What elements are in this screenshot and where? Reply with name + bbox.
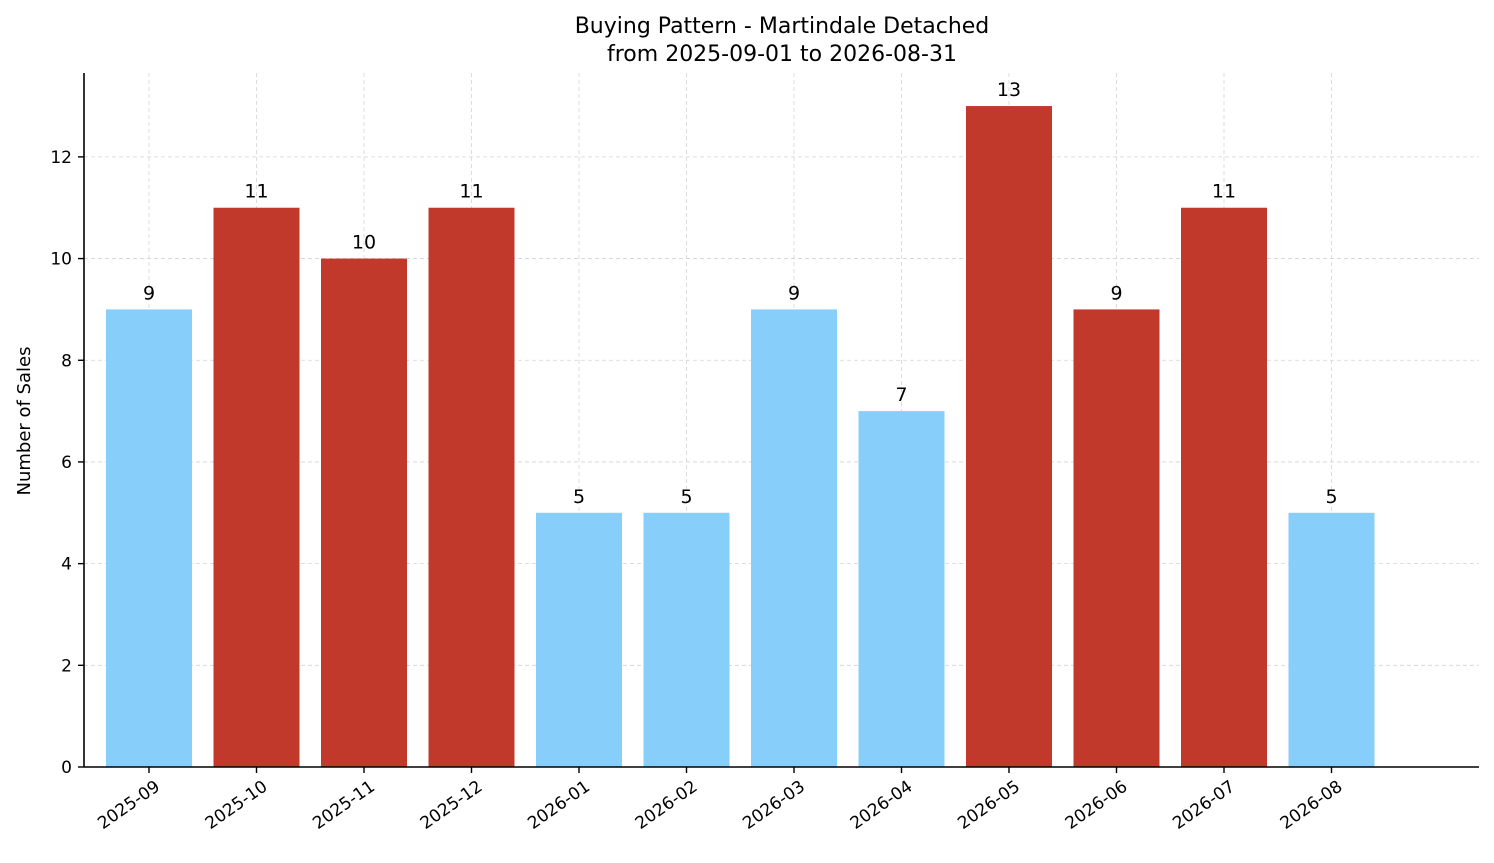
chart-title: Buying Pattern - Martindale Detached (575, 14, 990, 39)
x-ticks: 2025-09 2025-10 2025-11 2025-12 2026-01 2026-… (94, 767, 1346, 834)
bar-2026-07 (1181, 207, 1267, 767)
bar-2026-05 (966, 106, 1052, 768)
y-tick-label-2: 2 (61, 656, 72, 676)
bar-2026-03 (751, 309, 837, 767)
x-tick-label-2026-06: 2026-06 (1062, 777, 1132, 834)
bar-value-label-2025-10: 11 (244, 181, 268, 203)
y-tick-label-12: 12 (50, 148, 72, 168)
x-tick-label-2026-07: 2026-07 (1169, 777, 1239, 834)
bars (106, 106, 1375, 768)
x-tick-label-2026-04: 2026-04 (847, 777, 917, 834)
bar-value-label-2026-04: 7 (895, 384, 907, 406)
bar-value-label-2025-12: 11 (459, 181, 483, 203)
bar-value-label-2025-09: 9 (143, 282, 155, 304)
x-tick-label-2025-10: 2025-10 (202, 777, 272, 834)
x-tick-label-2026-08: 2026-08 (1277, 777, 1347, 834)
bar-value-label-2026-08: 5 (1325, 486, 1337, 508)
y-tick-label-8: 8 (61, 351, 72, 371)
x-tick-label-2026-01: 2026-01 (524, 777, 594, 834)
bar-value-label-2026-03: 9 (788, 282, 800, 304)
bar-2025-12 (428, 207, 515, 767)
axes (83, 73, 1479, 768)
x-tick-label-2025-12: 2025-12 (417, 777, 487, 834)
bar-2026-06 (1073, 309, 1160, 767)
bar-2026-04 (858, 411, 945, 767)
x-tick-label-2025-09: 2025-09 (94, 777, 164, 834)
bar-value-label-2026-07: 11 (1212, 181, 1236, 203)
y-tick-label-0: 0 (61, 758, 72, 778)
bar-2025-09 (106, 309, 192, 767)
bar-2026-02 (643, 512, 730, 767)
bar-value-label-2025-11: 10 (352, 232, 376, 254)
x-tick-label-2026-03: 2026-03 (739, 777, 809, 834)
x-tick-label-2026-05: 2026-05 (954, 777, 1024, 834)
y-axis-label: Number of Sales (14, 346, 35, 495)
x-tick-label-2026-02: 2026-02 (632, 777, 702, 834)
y-tick-label-6: 6 (61, 453, 72, 473)
bar-2025-11 (321, 258, 407, 767)
bar-2026-01 (536, 512, 622, 767)
bar-2026-08 (1288, 512, 1375, 767)
value-labels: 9 11 10 11 5 5 9 7 13 9 11 5 (143, 79, 1338, 508)
chart-subtitle: from 2025-09-01 to 2026-08-31 (607, 42, 957, 67)
y-ticks: 0 2 4 6 8 10 12 (50, 148, 84, 778)
bar-value-label-2026-05: 13 (997, 79, 1021, 101)
bar-value-label-2026-01: 5 (573, 486, 585, 508)
bar-value-label-2026-02: 5 (680, 486, 692, 508)
bar-value-label-2026-06: 9 (1110, 282, 1122, 304)
y-tick-label-4: 4 (61, 555, 72, 575)
x-tick-label-2025-11: 2025-11 (309, 777, 379, 834)
bar-2025-10 (213, 207, 300, 767)
y-tick-label-10: 10 (50, 250, 72, 270)
